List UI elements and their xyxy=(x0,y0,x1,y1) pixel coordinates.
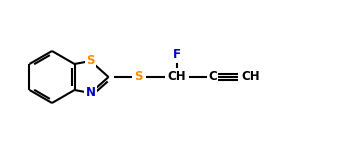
Text: CH: CH xyxy=(167,70,186,83)
Text: CH: CH xyxy=(241,70,260,83)
Text: S: S xyxy=(134,70,143,83)
Text: C: C xyxy=(208,70,217,83)
Text: N: N xyxy=(86,86,95,100)
Text: S: S xyxy=(86,55,95,68)
Text: F: F xyxy=(173,48,181,62)
